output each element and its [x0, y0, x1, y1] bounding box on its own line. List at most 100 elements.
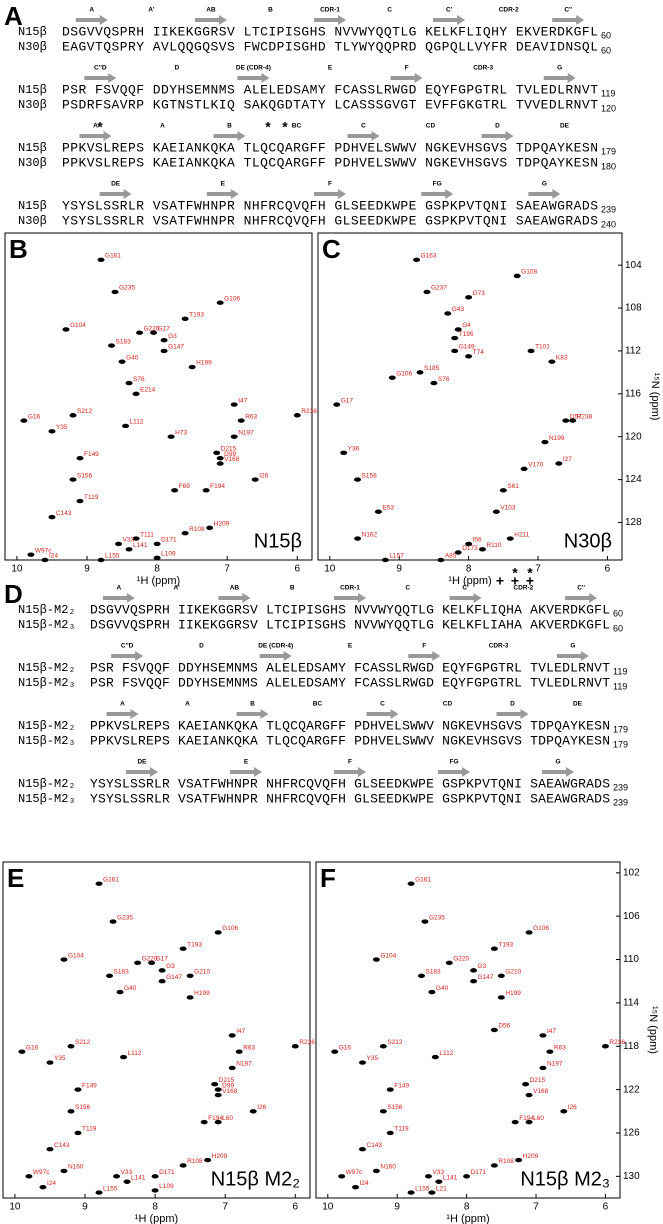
row-name: N15β: [18, 199, 47, 213]
strand-arrow: [334, 767, 366, 777]
sequence: PPKVSLREPS KAEIANKQKA TLQCQARGFF PDHVELS…: [62, 140, 598, 155]
peak-label: G16: [26, 1044, 39, 1051]
peak: [451, 348, 459, 354]
peak-label: D215: [219, 1077, 235, 1084]
peak-label: T193: [187, 941, 202, 948]
feature-label: D: [199, 643, 204, 650]
feature-label: CDR-1: [320, 7, 340, 14]
peak: [454, 327, 462, 332]
peak-label: H209: [214, 521, 230, 528]
x-tick-label: 6: [605, 564, 611, 575]
peak: [506, 536, 514, 541]
x-tick-label: 9: [396, 564, 402, 575]
peak-label: Y35: [54, 1055, 66, 1062]
peak-label: H199: [196, 360, 212, 367]
peak: [340, 450, 348, 455]
peak-label: D99: [222, 1082, 234, 1089]
residue-number: 119: [601, 88, 615, 98]
residue-number: 120: [601, 103, 616, 113]
panel-label: A: [4, 1, 23, 31]
strand-arrow: [206, 189, 239, 199]
peak: [171, 488, 179, 493]
peak-label: S183: [116, 338, 132, 345]
annotation-mark: *: [512, 565, 518, 581]
peak: [470, 968, 478, 973]
peak: [132, 391, 140, 397]
peak-label: S156: [77, 472, 93, 479]
peak-label: V103: [500, 504, 516, 511]
peak-label: N197: [238, 429, 254, 436]
peak: [560, 1109, 568, 1114]
peak: [513, 273, 521, 279]
peak: [338, 1174, 346, 1179]
peak: [108, 343, 116, 348]
feature-label: F: [405, 65, 409, 72]
row-name: N15β-M2₃: [18, 792, 76, 806]
peak-label: G149: [459, 344, 475, 351]
residue-number: 60: [613, 623, 623, 633]
peak-label: F194: [519, 1115, 534, 1122]
feature-label: D: [510, 701, 515, 708]
peak: [437, 557, 445, 563]
peak: [211, 1081, 219, 1087]
peak-label: W97c: [346, 1169, 363, 1176]
plot-frame: [315, 861, 621, 1199]
y-tick-label: 118: [623, 1041, 639, 1052]
peak-label: N199: [549, 435, 565, 442]
peak-label: W97c: [33, 1169, 50, 1176]
x-tick-label: 6: [294, 564, 300, 575]
peak-label: G43: [452, 306, 465, 313]
strand-arrow: [218, 593, 251, 603]
peak-label: R63: [243, 1044, 255, 1051]
peak-label: R110: [486, 542, 501, 549]
peak-label: F149: [394, 1082, 409, 1089]
peak: [386, 1130, 394, 1136]
peak: [569, 418, 577, 423]
peak: [331, 1049, 339, 1054]
row-name: N15β-M2₂: [18, 777, 76, 791]
peak: [416, 370, 424, 375]
peak-label: R63: [245, 413, 257, 420]
sequence: DSGVVQSPRH IIKEKGGRSV LTCIPISGHS NVVWYQQ…: [62, 24, 598, 39]
feature-label: CDR-3: [473, 65, 493, 72]
peak: [214, 1119, 222, 1125]
peak: [167, 434, 175, 439]
row-name: N30β: [18, 98, 47, 112]
peak: [407, 881, 415, 886]
feature-label: E: [244, 759, 249, 766]
peak: [492, 509, 500, 514]
strand-arrow: [552, 15, 585, 25]
strand-arrow: [408, 651, 441, 661]
peak: [251, 477, 259, 482]
feature-label: G: [570, 643, 575, 650]
peak: [97, 557, 105, 563]
peak-label: L141: [443, 1174, 458, 1181]
peak: [109, 919, 117, 924]
peak-label: L60: [222, 1115, 233, 1122]
peak: [160, 338, 168, 343]
feature-label: C: [405, 585, 410, 592]
peak-label: T193: [498, 941, 513, 948]
feature-label: C: [361, 123, 366, 130]
peak-label: D171: [159, 1169, 175, 1176]
peak: [39, 1184, 47, 1190]
row-name: N15β-M2₃: [18, 734, 76, 748]
feature-label: G: [542, 181, 547, 188]
peak-label: G237: [431, 285, 447, 292]
residue-number: 240: [601, 219, 616, 229]
peak: [541, 439, 549, 445]
feature-label: AB: [230, 585, 240, 592]
peak-label: G210: [194, 969, 210, 976]
peak: [525, 1119, 533, 1125]
peak: [204, 1157, 212, 1163]
peak: [431, 1054, 439, 1060]
peak: [546, 1049, 554, 1054]
row-name: N15β-M2₂: [18, 661, 76, 675]
peak-label: L112: [130, 419, 144, 426]
peak-label: N162: [362, 531, 378, 538]
x-axis-label: ¹H (ppm): [448, 575, 491, 587]
peak: [120, 1054, 128, 1060]
strand-arrow: [111, 651, 144, 661]
peak-label: Y35: [367, 1055, 379, 1062]
peak: [179, 1163, 187, 1168]
